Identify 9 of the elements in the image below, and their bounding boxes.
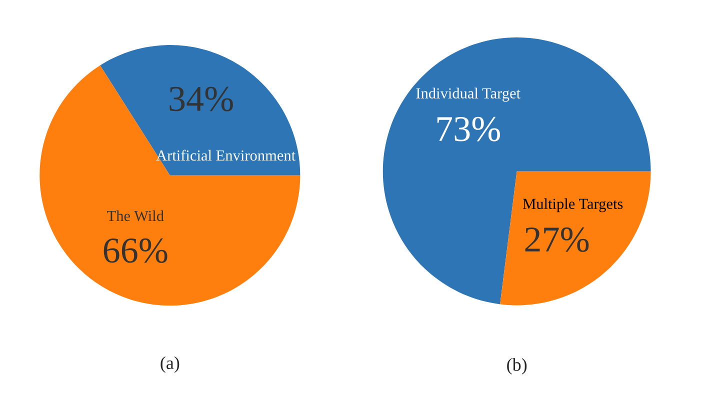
text: (b): [507, 358, 527, 375]
data-label: 66%: [104, 238, 168, 263]
slice-label: The Wild: [107, 210, 164, 222]
data-label: 27%: [525, 227, 589, 252]
text: (a): [160, 356, 180, 373]
slice-label: Multiple Targets: [522, 198, 623, 212]
slice-label: Individual Target: [416, 88, 520, 102]
data-label: 73%: [437, 116, 500, 142]
data-label: 34%: [170, 86, 233, 112]
